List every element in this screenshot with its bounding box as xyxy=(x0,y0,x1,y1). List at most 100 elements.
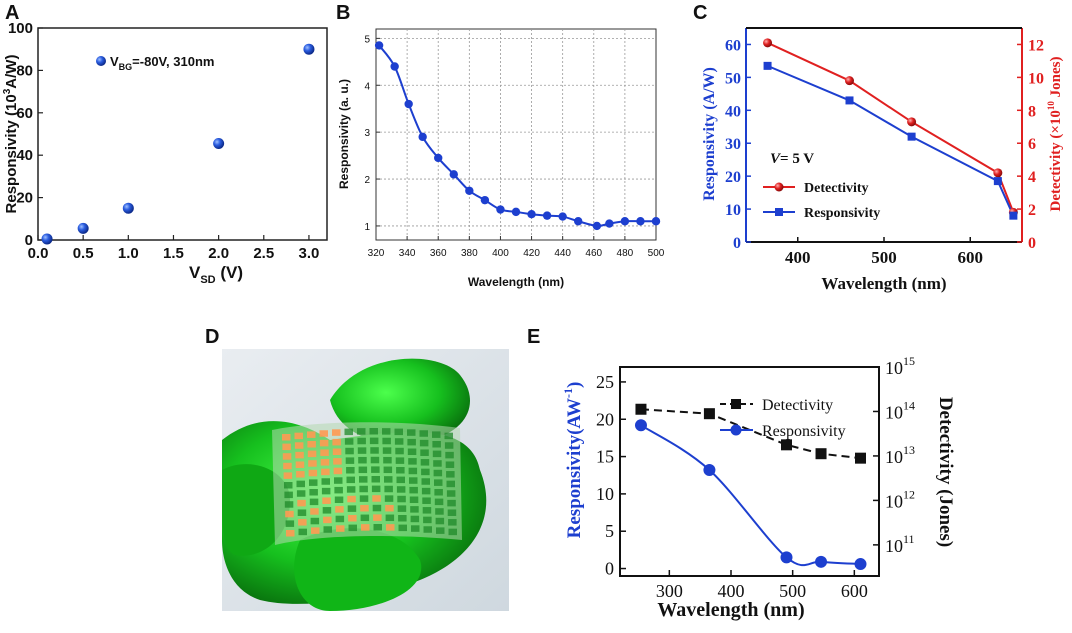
panel-e-right-tick-base: 10 xyxy=(885,402,903,422)
glove-bottom-finger xyxy=(294,528,422,611)
device-pixel xyxy=(369,428,378,435)
panel-c-legend-det-marker xyxy=(774,182,784,192)
panel-e-left-tick-label: 0 xyxy=(605,559,614,579)
panel-a-y-tick-label: 40 xyxy=(16,147,33,164)
panel-e-left-y-label: Responsivity(AW-1) xyxy=(561,382,585,539)
device-pixel xyxy=(333,458,342,465)
panel-b-y-tick-label: 1 xyxy=(364,222,370,233)
device-pixel xyxy=(282,443,291,451)
device-pixel xyxy=(409,496,419,504)
device-pixel xyxy=(423,526,432,533)
panel-b-x-ticks: 320 340 360 380 400 420 440 460 480 500 xyxy=(368,236,665,259)
panel-e-right-tick-exp: 12 xyxy=(903,487,915,501)
panel-e-right-tick-label: 1014 xyxy=(885,398,915,422)
panel-c-left-tick-label: 0 xyxy=(733,235,741,252)
panel-c-responsivity-point xyxy=(993,177,1002,186)
panel-e-left-tick-label: 20 xyxy=(596,409,614,429)
panel-a-x-label-main: V xyxy=(189,263,201,282)
panel-e-x-ticks: 300 400 500 600 xyxy=(656,570,868,601)
panel-a-y-tick-label: 60 xyxy=(16,105,33,122)
panel-c-right-tick-label: 0 xyxy=(1028,235,1036,252)
device-pixel xyxy=(421,478,430,485)
device-pixel xyxy=(358,456,367,464)
device-pixel xyxy=(434,488,443,496)
panel-a-x-label-unit: (V) xyxy=(216,263,243,282)
panel-c-right-y-label-sup: 10 xyxy=(1046,101,1056,111)
device-pixel xyxy=(294,432,303,440)
panel-b-data-point xyxy=(636,217,645,226)
panel-a-y-tick-label: 0 xyxy=(25,232,33,249)
panel-a-x-label-sub: SD xyxy=(200,274,215,286)
device-pixel xyxy=(372,495,381,502)
device-pixel xyxy=(359,476,368,483)
device-pixel xyxy=(323,516,332,524)
panel-c-annotation-rest: = 5 V xyxy=(780,151,814,167)
panel-e-x-tick-label: 600 xyxy=(841,581,868,601)
panel-a-legend-marker xyxy=(96,56,106,66)
panel-e-x-tick-label: 500 xyxy=(779,581,806,601)
device-pixel xyxy=(396,476,405,484)
device-pixel xyxy=(320,459,330,466)
panel-a-x-tick-label: 1.5 xyxy=(163,245,184,262)
device-pixel xyxy=(309,498,319,506)
panel-e-detectivity-line xyxy=(640,408,861,460)
panel-c-right-tick-label: 12 xyxy=(1028,37,1044,54)
panel-e-points xyxy=(634,403,867,571)
panel-label-c: C xyxy=(693,2,707,24)
panel-c-left-tick-label: 60 xyxy=(725,37,741,54)
panel-e-detectivity-point xyxy=(855,452,866,464)
panel-c-right-tick-label: 8 xyxy=(1028,103,1036,120)
device-pixel xyxy=(320,449,329,456)
panel-c-right-y-label-post: Jones) xyxy=(1048,56,1064,101)
device-pixel xyxy=(360,514,370,522)
device-pixel xyxy=(407,448,417,456)
device-pixel xyxy=(382,428,391,435)
device-pixel xyxy=(347,505,357,512)
device-pixel xyxy=(344,438,354,445)
panel-c-detectivity-point xyxy=(845,76,854,86)
panel-c-points xyxy=(763,38,1018,220)
panel-c-right-tick-label: 10 xyxy=(1028,70,1044,87)
panel-a-data-point xyxy=(41,233,53,245)
panel-label-b: B xyxy=(336,2,350,24)
panel-b-x-tick-label: 380 xyxy=(461,248,478,259)
panel-b-x-tick-label: 400 xyxy=(492,248,509,259)
device-pixel xyxy=(308,460,317,467)
device-pixel xyxy=(298,519,307,526)
panel-b-plot-frame xyxy=(375,28,657,241)
device-pixel xyxy=(334,477,343,484)
device-pixel xyxy=(319,439,329,447)
panel-c-left-y-label: Responsivity (A/W) xyxy=(701,67,718,201)
panel-e-right-tick-base: 10 xyxy=(885,536,903,556)
flexible-photodetector-array-photo xyxy=(222,358,487,611)
panel-e-right-tick-base: 10 xyxy=(885,491,903,511)
panel-b-data-point xyxy=(496,205,505,214)
device-pixel xyxy=(348,514,357,522)
panel-c-x-tick-label: 600 xyxy=(958,248,984,267)
panel-e-plot-frame xyxy=(619,366,880,577)
device-pixel xyxy=(344,428,353,436)
panel-c-left-ticks: 0 10 20 30 40 50 60 xyxy=(725,37,751,252)
panel-e-right-tick-base: 10 xyxy=(885,447,903,467)
panel-b-data-point xyxy=(480,195,490,205)
panel-e-detectivity-point xyxy=(703,408,715,420)
panel-e-legend-resp-label: Responsivity xyxy=(762,423,846,440)
panel-b-x-tick-label: 420 xyxy=(523,248,540,259)
panel-e-left-y-label-pre: Responsivity(AW xyxy=(564,398,585,538)
device-pixel xyxy=(395,447,404,455)
device-pixel xyxy=(386,524,395,531)
device-pixel xyxy=(295,451,304,459)
device-pixel xyxy=(420,449,429,456)
device-pixel xyxy=(395,457,405,464)
device-pixel xyxy=(358,466,368,474)
device-pixel xyxy=(383,466,393,474)
panel-b-grid xyxy=(376,29,656,240)
device-pixel xyxy=(420,459,430,466)
device-pixel xyxy=(372,504,382,512)
device-pixel xyxy=(432,440,441,448)
device-pixel xyxy=(446,480,455,488)
panel-e-left-tick-label: 10 xyxy=(596,484,614,504)
panel-c-right-tick-label: 2 xyxy=(1028,202,1036,219)
device-pixel xyxy=(434,479,443,486)
device-pixel xyxy=(284,501,294,508)
